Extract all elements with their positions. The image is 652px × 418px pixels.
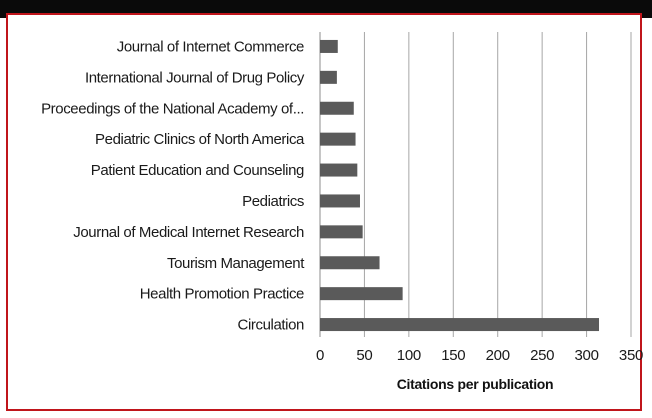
x-tick-label: 100: [397, 347, 421, 364]
bar: [320, 39, 338, 53]
x-tick-label: 300: [575, 347, 599, 364]
category-label: Tourism Management: [167, 255, 305, 272]
category-label: Pediatrics: [242, 193, 304, 210]
x-tick-label: 200: [486, 347, 510, 364]
bar: [320, 132, 356, 146]
category-label: Journal of Medical Internet Research: [73, 224, 304, 241]
bar: [320, 287, 403, 301]
bar: [320, 256, 380, 270]
bar: [320, 318, 600, 332]
category-label: Journal of Internet Commerce: [117, 38, 304, 55]
x-tick-label: 150: [441, 347, 465, 364]
category-label: Proceedings of the National Academy of..…: [41, 100, 304, 117]
x-tick-label: 0: [316, 347, 324, 364]
category-label: Circulation: [238, 317, 305, 334]
x-axis-label: Citations per publication: [397, 376, 554, 392]
chart-frame: [6, 13, 642, 411]
bar: [320, 70, 337, 84]
x-tick-labels: 0 50 100 150 200 250 300 350: [316, 347, 643, 364]
bar: [320, 163, 358, 177]
bar: [320, 194, 360, 208]
category-label: Patient Education and Counseling: [91, 162, 304, 179]
bars: [320, 39, 600, 332]
category-label: Health Promotion Practice: [140, 286, 304, 303]
category-label: Pediatric Clinics of North America: [95, 131, 305, 148]
grid-lines: [319, 32, 632, 337]
category-labels: Journal of Internet Commerce Internationa…: [41, 38, 306, 334]
category-label: International Journal of Drug Policy: [85, 69, 305, 86]
bar: [320, 225, 363, 239]
x-tick-label: 350: [619, 347, 643, 364]
x-tick-label: 250: [530, 347, 554, 364]
bar: [320, 101, 354, 115]
x-tick-label: 50: [356, 347, 372, 364]
